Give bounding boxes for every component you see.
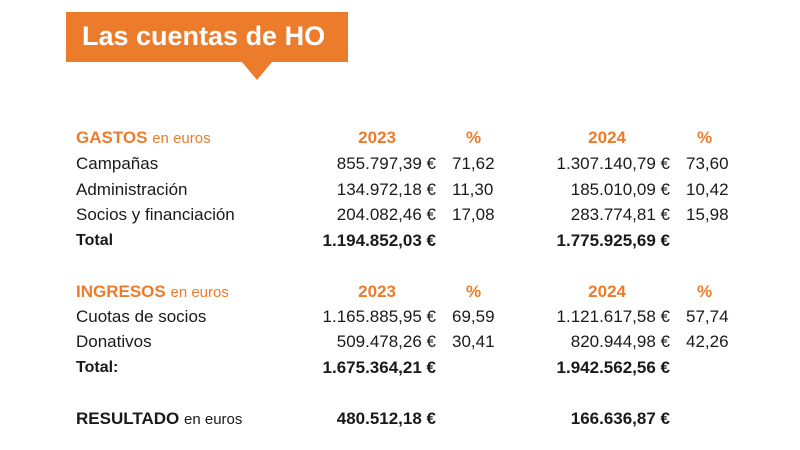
ingresos-row-2024: 820.944,98 € (570, 332, 670, 351)
gastos-row-label: Socios y financiación (76, 205, 235, 224)
gastos-row-2024: 1.307.140,79 € (556, 154, 670, 173)
resultado-unit: en euros (184, 411, 243, 428)
gastos-col-2023: 2023 (358, 128, 396, 147)
ingresos-col-pct-2023: % (466, 282, 482, 301)
ingresos-total-2023: 1.675.364,21 € (322, 358, 436, 377)
ingresos-row-2023: 509.478,26 € (336, 332, 436, 351)
ingresos-row-label: Cuotas de socios (76, 307, 207, 326)
ingresos-row-pct-2024: 57,74 (686, 307, 729, 326)
gastos-row-2023: 134.972,18 € (336, 180, 436, 199)
ingresos-col-2024: 2024 (588, 282, 626, 301)
resultado-2023: 480.512,18 € (336, 409, 436, 428)
banner-pointer (242, 62, 272, 80)
gastos-row-pct-2024: 10,42 (686, 180, 729, 199)
gastos-unit: en euros (152, 130, 211, 147)
ingresos-total-label: Total: (76, 359, 119, 376)
gastos-header: GASTOS en euros (76, 128, 211, 149)
resultado-header: RESULTADO en euros (76, 409, 242, 430)
gastos-row-label: Campañas (76, 154, 159, 173)
page-title: Las cuentas de HO (82, 21, 326, 51)
ingresos-unit: en euros (170, 284, 229, 301)
gastos-col-pct-2024: % (697, 128, 713, 147)
gastos-row-pct-2023: 11,30 (452, 180, 494, 199)
gastos-total-2024: 1.775.925,69 € (556, 231, 670, 250)
ingresos-col-pct-2024: % (697, 282, 713, 301)
ingresos-header: INGRESOS en euros (76, 282, 229, 303)
resultado-2024: 166.636,87 € (570, 409, 670, 428)
gastos-row-pct-2023: 71,62 (452, 154, 495, 173)
gastos-total-2023: 1.194.852,03 € (322, 231, 436, 250)
gastos-row-2024: 283.774,81 € (570, 205, 670, 224)
resultado-label: RESULTADO (76, 409, 180, 428)
title-banner: Las cuentas de HO (66, 12, 348, 62)
ingresos-row-2024: 1.121.617,58 € (556, 307, 670, 326)
ingresos-row-2023: 1.165.885,95 € (322, 307, 436, 326)
gastos-row-pct-2024: 15,98 (686, 205, 729, 224)
gastos-row-label: Administración (76, 180, 188, 199)
ingresos-row-label: Donativos (76, 332, 152, 351)
gastos-row-2024: 185.010,09 € (570, 180, 670, 199)
gastos-row-2023: 855.797,39 € (336, 154, 436, 173)
gastos-label: GASTOS (76, 128, 148, 147)
gastos-row-pct-2024: 73,60 (686, 154, 729, 173)
ingresos-row-pct-2024: 42,26 (686, 332, 729, 351)
ingresos-col-2023: 2023 (358, 282, 396, 301)
gastos-row-2023: 204.082,46 € (336, 205, 436, 224)
ingresos-label: INGRESOS (76, 282, 166, 301)
gastos-col-pct-2023: % (466, 128, 482, 147)
gastos-row-pct-2023: 17,08 (452, 205, 495, 224)
gastos-col-2024: 2024 (588, 128, 626, 147)
gastos-total-label: Total (76, 232, 114, 249)
ingresos-total-2024: 1.942.562,56 € (556, 358, 670, 377)
ingresos-row-pct-2023: 30,41 (452, 332, 495, 351)
ingresos-row-pct-2023: 69,59 (452, 307, 495, 326)
